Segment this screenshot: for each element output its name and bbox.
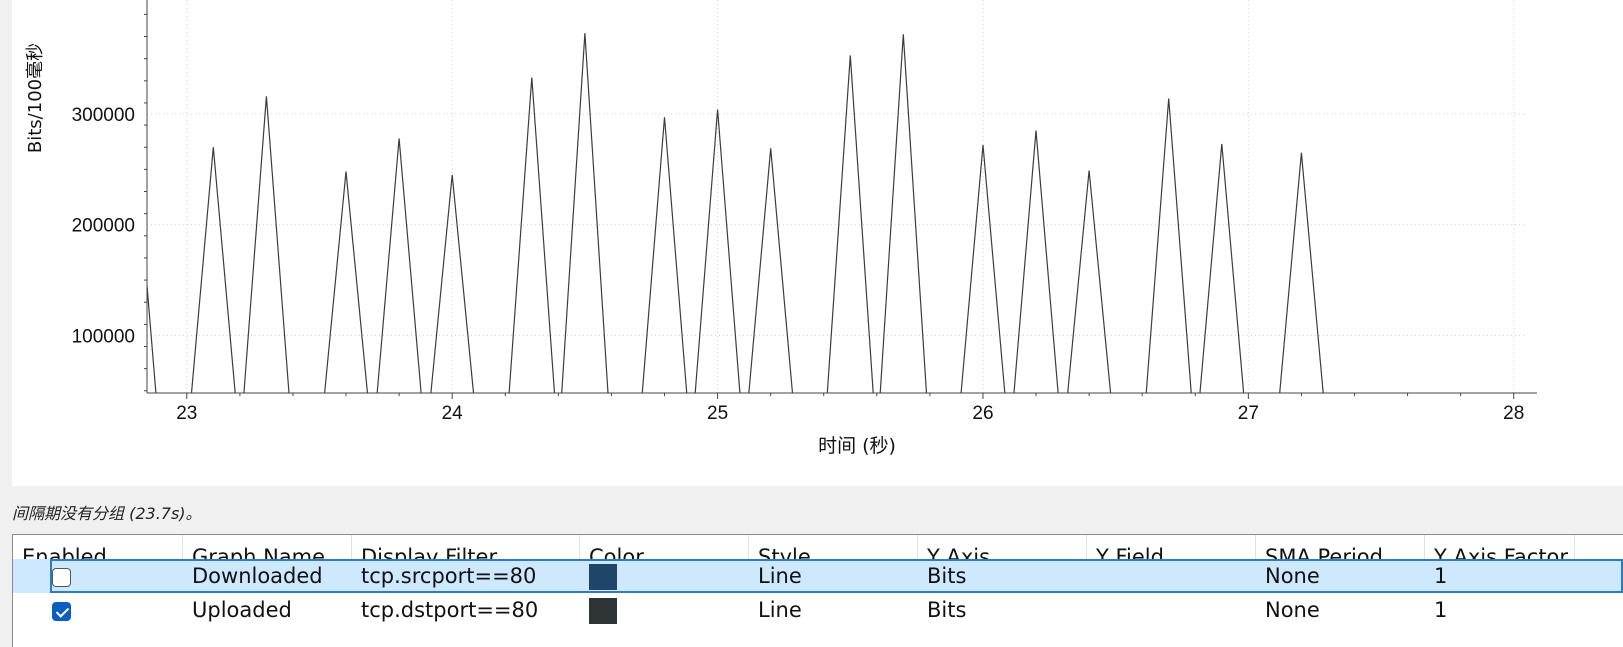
y-tick-label: 100000 <box>72 326 135 347</box>
y-axis-cell[interactable]: Bits <box>927 598 967 622</box>
y-field-cell[interactable] <box>1087 559 1256 593</box>
y-tick-label: 200000 <box>72 216 135 237</box>
table-row-uploaded[interactable]: Uploaded tcp.dstport==80 Line Bits None … <box>13 593 1623 627</box>
graph-name-cell[interactable]: Downloaded <box>192 564 323 588</box>
x-tick-label: 27 <box>1238 403 1259 424</box>
y-axis-cell[interactable]: Bits <box>927 564 967 588</box>
style-cell[interactable]: Line <box>758 598 802 622</box>
series-line <box>147 33 1324 393</box>
display-filter-cell[interactable]: tcp.srcport==80 <box>361 564 537 588</box>
status-text: 间隔期没有分组 (23.7s)。 <box>12 504 202 523</box>
color-swatch[interactable] <box>589 564 617 590</box>
sma-period-cell[interactable]: None <box>1265 598 1320 622</box>
x-tick-label: 24 <box>442 403 464 424</box>
color-cell[interactable] <box>580 593 749 627</box>
enabled-checkbox[interactable] <box>52 601 71 621</box>
graph-table[interactable]: Enabled Graph Name Display Filter Color … <box>12 534 1623 647</box>
x-tick-label: 23 <box>176 403 197 424</box>
y-axis-factor-cell[interactable]: 1 <box>1434 564 1448 588</box>
color-swatch[interactable] <box>589 598 617 624</box>
style-cell[interactable]: Line <box>758 564 802 588</box>
x-axis-label: 时间 (秒) <box>818 435 896 457</box>
y-axis-label: Bits/100毫秒 <box>25 43 46 153</box>
io-graph-plot-panel[interactable]: 23 24 25 26 27 28 100000 200000 300000 时间 (秒) Bits… <box>12 0 1623 486</box>
enabled-cell[interactable] <box>13 559 183 593</box>
display-filter-cell[interactable]: tcp.dstport==80 <box>361 598 539 622</box>
enabled-checkbox[interactable] <box>52 567 71 587</box>
graph-name-cell[interactable]: Uploaded <box>192 598 292 622</box>
y-axis-factor-cell[interactable]: 1 <box>1434 598 1448 622</box>
sma-period-cell[interactable]: None <box>1265 564 1320 588</box>
y-field-cell[interactable] <box>1087 593 1256 627</box>
x-tick-label: 28 <box>1503 403 1524 424</box>
io-graph-chart[interactable]: 23 24 25 26 27 28 100000 200000 300000 时间 (秒) Bits… <box>12 0 1623 486</box>
y-tick-label: 300000 <box>72 105 135 126</box>
x-tick-label: 25 <box>707 403 728 424</box>
table-row-downloaded[interactable]: Downloaded tcp.srcport==80 Line Bits Non… <box>13 559 1623 593</box>
x-tick-label: 26 <box>972 403 993 424</box>
enabled-cell[interactable] <box>13 593 183 627</box>
color-cell[interactable] <box>580 559 749 593</box>
